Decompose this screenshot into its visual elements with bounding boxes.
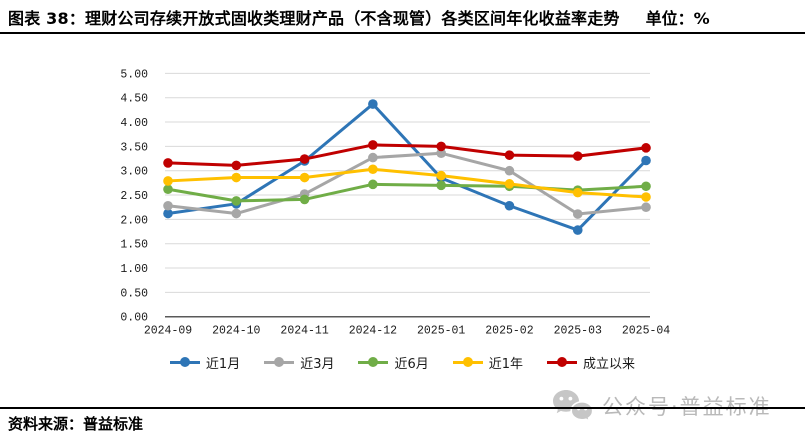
x-axis-tick-label: 2024-11 bbox=[280, 325, 328, 338]
data-point-marker bbox=[368, 140, 378, 150]
watermark: 公众号·普益标准 bbox=[552, 386, 772, 426]
data-point-marker bbox=[299, 154, 310, 164]
y-axis-tick-label: 2.50 bbox=[120, 190, 148, 203]
legend-label: 近1月 bbox=[205, 356, 241, 372]
data-point-marker bbox=[231, 160, 242, 171]
page-title: 图表 38：理财公司存续开放式固收类理财产品（不含现管）各类区间年化收益率走势 bbox=[8, 9, 620, 28]
legend-swatch bbox=[169, 357, 200, 367]
y-axis-tick-label: 3.50 bbox=[120, 141, 148, 154]
x-axis-tick-label: 2024-10 bbox=[212, 325, 260, 338]
data-point-marker bbox=[572, 225, 583, 235]
data-point-marker bbox=[231, 196, 242, 206]
watermark-text: 公众号·普益标准 bbox=[602, 395, 772, 419]
footer-divider bbox=[0, 407, 805, 409]
legend-item-近1月: 近1月 bbox=[169, 353, 241, 372]
legend-label: 近1年 bbox=[488, 356, 524, 372]
line-chart: 0.00 0.50 1.00 1.50 2.00 2.50 3.00 3.50 4.00 4.50… bbox=[0, 60, 805, 350]
y-axis-tick-label: 2.00 bbox=[120, 214, 148, 227]
x-axis-tick-label: 2025-01 bbox=[417, 325, 465, 338]
data-point-marker bbox=[368, 164, 378, 175]
data-point-marker bbox=[504, 165, 515, 176]
legend-swatch bbox=[452, 357, 483, 367]
series-line-近6月 bbox=[166, 182, 648, 203]
legend-item-近1年: 近1年 bbox=[452, 353, 524, 372]
series-line-成立以来 bbox=[166, 143, 648, 167]
y-axis-tick-label: 1.00 bbox=[120, 263, 148, 276]
data-point-marker bbox=[641, 143, 651, 153]
series-line-近3月 bbox=[166, 151, 648, 216]
y-axis-tick-label: 1.50 bbox=[120, 239, 148, 252]
source-text: 资料来源：普益标准 bbox=[8, 415, 144, 433]
data-point-marker bbox=[436, 170, 446, 181]
data-point-marker bbox=[299, 194, 310, 205]
legend-item-成立以来: 成立以来 bbox=[547, 353, 635, 372]
data-point-marker bbox=[436, 180, 446, 191]
legend-swatch bbox=[547, 357, 578, 367]
legend-item-近6月: 近6月 bbox=[358, 353, 429, 372]
data-point-marker bbox=[504, 179, 515, 189]
data-point-marker bbox=[163, 208, 173, 219]
x-axis-tick-label: 2025-04 bbox=[622, 325, 670, 338]
y-axis-tick-label: 0.50 bbox=[120, 287, 148, 300]
data-point-marker bbox=[641, 181, 651, 192]
data-point-marker bbox=[163, 176, 173, 186]
data-point-marker bbox=[436, 148, 446, 159]
chart-header: 图表 38：理财公司存续开放式固收类理财产品（不含现管）各类区间年化收益率走势 单… bbox=[8, 5, 798, 29]
chart-canvas: 0.00 0.50 1.00 1.50 2.00 2.50 3.00 3.50 4.00 4.50… bbox=[120, 68, 670, 338]
y-axis-tick-label: 5.00 bbox=[120, 68, 148, 81]
data-point-marker bbox=[504, 150, 515, 160]
legend-label: 近6月 bbox=[394, 356, 429, 372]
series-line-近1年 bbox=[166, 167, 648, 199]
unit-label: 单位：% bbox=[645, 9, 710, 28]
data-point-marker bbox=[163, 158, 173, 168]
data-point-marker bbox=[368, 99, 378, 109]
legend-swatch bbox=[264, 357, 295, 367]
data-point-marker bbox=[436, 141, 446, 152]
data-point-marker bbox=[504, 200, 515, 211]
data-point-marker bbox=[641, 155, 651, 166]
data-point-marker bbox=[368, 152, 378, 163]
data-point-marker bbox=[572, 209, 583, 219]
x-axis-tick-label: 2024-09 bbox=[144, 325, 192, 338]
data-point-marker bbox=[163, 200, 173, 211]
y-axis-tick-label: 4.50 bbox=[120, 93, 148, 106]
data-point-marker bbox=[299, 172, 310, 183]
data-point-marker bbox=[641, 192, 651, 202]
y-axis-tick-label: 0.00 bbox=[120, 312, 148, 325]
series-line-近1月 bbox=[166, 102, 648, 232]
data-point-marker bbox=[572, 187, 583, 198]
data-point-marker bbox=[163, 184, 173, 195]
x-axis-tick-label: 2024-12 bbox=[349, 325, 397, 338]
data-point-marker bbox=[231, 172, 242, 183]
y-axis-tick-label: 4.00 bbox=[120, 117, 148, 130]
legend-swatch bbox=[358, 357, 389, 367]
legend-label: 成立以来 bbox=[583, 356, 636, 372]
x-axis-tick-label: 2025-03 bbox=[554, 325, 602, 338]
data-point-marker bbox=[641, 202, 651, 213]
header-divider bbox=[0, 32, 805, 34]
chart-legend: 近1月 近3月 近6月 近1年 成立以来 bbox=[0, 353, 805, 372]
data-point-marker bbox=[572, 151, 583, 161]
data-point-marker bbox=[368, 179, 378, 190]
wechat-icon bbox=[553, 390, 593, 423]
y-axis-tick-label: 3.00 bbox=[120, 166, 148, 179]
x-axis-tick-label: 2025-02 bbox=[485, 325, 533, 338]
legend-item-近3月: 近3月 bbox=[264, 353, 334, 372]
legend-label: 近3月 bbox=[300, 356, 335, 372]
data-point-marker bbox=[231, 208, 242, 219]
